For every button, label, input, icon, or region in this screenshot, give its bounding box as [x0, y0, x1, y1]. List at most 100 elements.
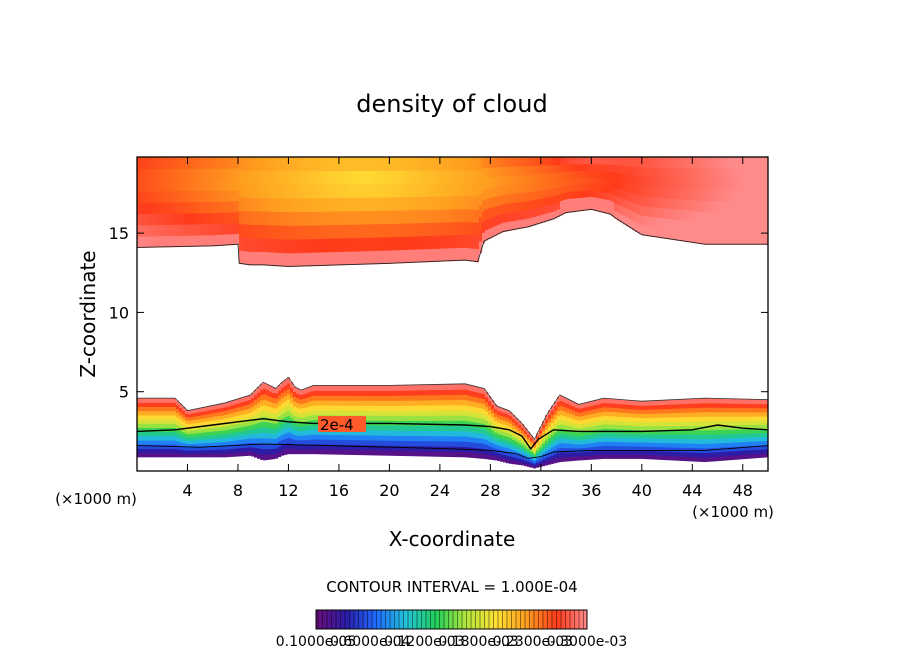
lower-cloud-cell: [425, 420, 429, 426]
upper-cloud-cell: [686, 178, 690, 190]
lower-cloud-cell: [413, 389, 417, 396]
lower-cloud-cell: [242, 422, 246, 427]
upper-cloud-cell: [155, 157, 159, 169]
lower-cloud-cell: [635, 408, 639, 414]
upper-cloud-cell: [704, 189, 708, 202]
upper-cloud-cell: [587, 163, 591, 171]
lower-cloud-cell: [692, 416, 696, 422]
upper-cloud-cell: [320, 211, 324, 226]
lower-cloud-cell: [353, 395, 357, 401]
lower-cloud-cell: [473, 426, 477, 433]
upper-cloud-cell: [554, 172, 558, 181]
lower-cloud-cell: [536, 433, 540, 437]
lower-cloud-cell: [683, 420, 687, 426]
upper-cloud-edge-contour: [137, 208, 768, 267]
lower-cloud-cell: [200, 421, 204, 426]
upper-cloud-cell: [662, 167, 666, 178]
lower-cloud-cell: [314, 424, 318, 430]
upper-cloud-cell: [278, 225, 282, 240]
lower-cloud-cell: [536, 442, 540, 446]
lower-cloud-cell: [203, 407, 207, 412]
upper-cloud-cell: [572, 170, 576, 179]
lower-cloud-cell: [725, 446, 729, 452]
lower-cloud-cell: [587, 422, 591, 428]
lower-cloud-cell: [638, 425, 642, 431]
lower-cloud-cell: [695, 456, 699, 462]
upper-cloud-cell: [647, 176, 651, 188]
x-tick-label: 28: [480, 481, 500, 500]
upper-cloud-cell: [560, 200, 564, 209]
lower-cloud-cell: [311, 419, 315, 426]
upper-cloud-cell: [263, 210, 267, 226]
lower-cloud-cell: [524, 462, 528, 467]
lower-cloud-cell: [464, 430, 468, 437]
lower-cloud-cell: [713, 456, 717, 462]
upper-cloud-cell: [512, 166, 516, 176]
lower-cloud-cell: [401, 445, 405, 451]
lower-cloud-cell: [509, 448, 513, 453]
upper-cloud-cell: [254, 210, 258, 225]
upper-cloud-cell: [206, 157, 210, 169]
lower-cloud-cell: [176, 408, 180, 414]
lower-cloud-cell: [167, 423, 171, 428]
upper-cloud-cell: [620, 205, 624, 215]
lower-cloud-cell: [557, 424, 561, 430]
upper-cloud-cell: [638, 195, 642, 206]
lower-cloud-cell: [215, 423, 219, 428]
upper-cloud-cell: [503, 166, 507, 177]
lower-cloud-cell: [647, 438, 651, 443]
upper-cloud-cell: [380, 236, 384, 251]
lower-cloud-cell: [611, 407, 615, 413]
lower-cloud-cell: [164, 419, 168, 424]
upper-cloud-cell: [524, 174, 528, 184]
lower-cloud-cell: [560, 395, 564, 402]
lower-cloud-cell: [428, 440, 432, 447]
lower-cloud-cell: [425, 399, 429, 406]
upper-cloud-cell: [449, 195, 453, 210]
lower-cloud-cell: [302, 402, 306, 409]
upper-cloud-cell: [392, 223, 396, 238]
upper-cloud-cell: [383, 170, 387, 185]
lower-cloud-cell: [461, 425, 465, 432]
upper-cloud-cell: [311, 197, 315, 212]
lower-cloud-cell: [542, 446, 546, 451]
lower-cloud-cell: [614, 449, 618, 455]
upper-cloud-cell: [740, 178, 744, 191]
lower-cloud-cell: [635, 425, 639, 431]
lower-cloud-cell: [245, 396, 249, 401]
lower-cloud-cell: [521, 432, 525, 437]
upper-cloud-cell: [722, 189, 726, 202]
lower-cloud-cell: [266, 411, 270, 418]
upper-cloud-cell: [308, 157, 312, 172]
lower-cloud-cell: [602, 406, 606, 412]
upper-cloud-cell: [191, 190, 195, 203]
lower-cloud-cell: [278, 384, 282, 391]
lower-cloud-cell: [533, 461, 537, 465]
lower-cloud-cell: [290, 422, 294, 429]
lower-cloud-cell: [206, 442, 210, 447]
lower-cloud-cell: [194, 453, 198, 458]
upper-cloud-cell: [584, 163, 588, 171]
upper-cloud-cell: [713, 200, 717, 213]
upper-cloud-cell: [476, 222, 480, 237]
lower-cloud-cell: [236, 423, 240, 429]
x-axis-ticks: 4 8 12 16 20 24 28 32 36 40 44 48: [182, 157, 753, 500]
upper-cloud-cell: [575, 163, 579, 172]
upper-cloud-cell: [200, 201, 204, 214]
lower-cloud-cell: [302, 389, 306, 395]
upper-cloud-cell: [173, 168, 177, 181]
lower-cloud-cell: [272, 443, 276, 450]
lower-cloud-cell: [425, 384, 429, 391]
lower-cloud-cell: [230, 436, 234, 442]
lower-cloud-cell: [683, 456, 687, 462]
lower-cloud-cell: [563, 438, 567, 444]
lower-cloud-cell: [197, 418, 201, 423]
lower-cloud-cell: [209, 420, 213, 425]
lower-cloud-cell: [290, 412, 294, 419]
upper-cloud-cell: [656, 157, 660, 168]
lower-cloud-cell: [200, 439, 204, 444]
upper-cloud-cell: [728, 167, 732, 180]
upper-cloud-cell: [626, 199, 630, 210]
upper-cloud-cell: [683, 230, 687, 242]
lower-cloud-cell: [152, 423, 156, 428]
